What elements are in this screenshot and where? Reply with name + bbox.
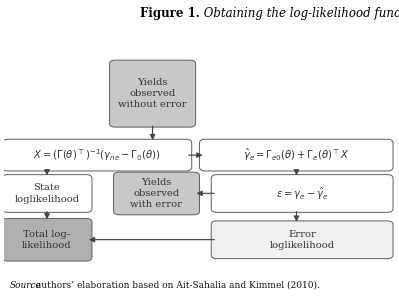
Text: Yields
observed
without error: Yields observed without error [119,78,187,109]
FancyBboxPatch shape [211,221,393,259]
Text: State
loglikelihood: State loglikelihood [14,184,79,203]
Text: Error
loglikelihood: Error loglikelihood [270,230,335,250]
FancyBboxPatch shape [200,139,393,171]
Text: $X = (\Gamma(\theta)^{\top})^{-1}(\gamma_{ne} - \Gamma_0(\theta))$: $X = (\Gamma(\theta)^{\top})^{-1}(\gamma… [33,147,160,163]
Text: Yields
observed
with error: Yields observed with error [130,178,182,209]
Text: Figure 1.: Figure 1. [140,7,200,20]
FancyBboxPatch shape [2,139,192,171]
Text: Obtaining the log-likelihood functions: Obtaining the log-likelihood functions [200,7,399,20]
Text: : authors’ elaboration based on Ait-Sahalia and Kimmel (2010).: : authors’ elaboration based on Ait-Saha… [30,281,320,290]
Text: $\hat{\gamma}_e = \Gamma_{e0}(\theta) + \Gamma_e(\theta)^{\top} X$: $\hat{\gamma}_e = \Gamma_{e0}(\theta) + … [243,147,350,163]
Text: Source: Source [10,281,42,290]
FancyBboxPatch shape [110,60,196,127]
FancyBboxPatch shape [2,175,92,212]
Text: Total log-
likelihood: Total log- likelihood [22,230,72,250]
FancyBboxPatch shape [211,175,393,212]
FancyBboxPatch shape [2,219,92,261]
Text: $\epsilon = \gamma_e - \hat{\gamma}_e$: $\epsilon = \gamma_e - \hat{\gamma}_e$ [276,185,328,202]
FancyBboxPatch shape [113,172,200,215]
